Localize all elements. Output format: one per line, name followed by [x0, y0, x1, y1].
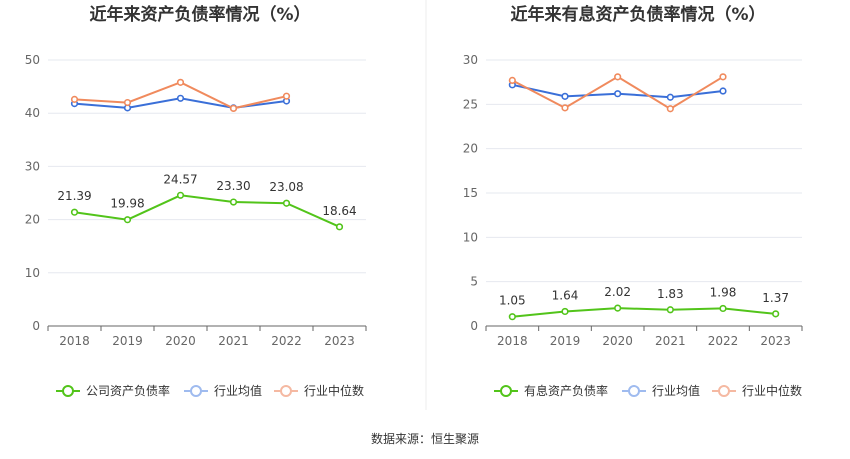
data-point	[561, 104, 569, 112]
data-label: 24.57	[163, 172, 197, 186]
data-point	[508, 76, 516, 84]
legend-label: 行业均值	[214, 383, 262, 398]
legend-swatch-marker	[62, 385, 74, 397]
data-point	[614, 73, 622, 81]
x-tick-label: 2020	[165, 334, 196, 348]
legend-label: 有息资产负债率	[524, 383, 608, 398]
data-point	[123, 216, 132, 224]
data-point	[335, 223, 344, 231]
legend-item[interactable]: 公司资产负债率	[56, 383, 170, 398]
x-tick-label: 2019	[112, 334, 143, 348]
chart-title: 近年来有息资产负债率情况（%）	[510, 4, 765, 25]
x-tick-label: 2023	[324, 334, 355, 348]
data-point	[282, 199, 291, 207]
data-point	[70, 208, 79, 216]
legend-swatch-marker	[190, 385, 202, 397]
legend-label: 公司资产负债率	[86, 383, 170, 398]
data-point	[614, 304, 622, 312]
y-tick-label: 30	[463, 53, 478, 67]
data-point	[666, 306, 674, 314]
legend-swatch-marker	[628, 385, 640, 397]
y-tick-label: 30	[25, 159, 40, 173]
data-point	[719, 73, 727, 81]
y-tick-label: 40	[25, 106, 40, 120]
series-line-0	[512, 307, 776, 318]
y-tick-label: 5	[470, 275, 478, 289]
data-point	[282, 92, 291, 100]
legend-item[interactable]: 行业均值	[622, 383, 700, 398]
x-tick-label: 2019	[550, 334, 581, 348]
data-label: 1.98	[710, 285, 737, 299]
chart-title: 近年来资产负债率情况（%）	[89, 4, 310, 25]
y-tick-label: 20	[463, 142, 478, 156]
data-label: 18.64	[322, 204, 356, 218]
y-tick-label: 25	[463, 97, 478, 111]
series-line-0	[74, 194, 340, 228]
legend-swatch-marker	[280, 385, 292, 397]
x-tick-label: 2022	[708, 334, 739, 348]
data-label: 23.08	[269, 180, 303, 194]
data-label: 1.05	[499, 294, 526, 308]
data-label: 1.37	[762, 291, 789, 305]
legend-label: 行业中位数	[742, 383, 802, 398]
data-point	[666, 93, 674, 101]
y-tick-label: 15	[463, 186, 478, 200]
chart-interest-bearing-debt-ratio: 近年来有息资产负债率情况（%） 0 5 10 15 20 25 30 2018 2019 2020 2…	[463, 4, 803, 398]
data-label: 2.02	[604, 285, 631, 299]
legend-label: 行业均值	[652, 383, 700, 398]
data-point	[508, 313, 516, 321]
data-point	[561, 92, 569, 100]
data-point	[70, 95, 79, 103]
data-point	[614, 90, 622, 98]
data-point	[561, 307, 569, 316]
data-point	[176, 78, 185, 86]
legend-swatch-marker	[718, 385, 730, 397]
x-tick-label: 2020	[602, 334, 633, 348]
data-point	[772, 310, 780, 318]
x-tick-label: 2022	[271, 334, 302, 348]
data-point	[229, 104, 238, 113]
data-point	[176, 191, 185, 199]
data-label: 21.39	[57, 189, 91, 203]
x-tick-label: 2023	[760, 334, 791, 348]
data-label: 19.98	[110, 197, 144, 211]
legend-item[interactable]: 行业中位数	[712, 383, 802, 398]
legend-swatch-marker	[500, 385, 512, 397]
data-label: 1.83	[657, 287, 684, 301]
legend-label: 行业中位数	[304, 383, 364, 398]
y-tick-label: 10	[463, 230, 478, 244]
legend-item[interactable]: 行业均值	[184, 383, 262, 398]
data-point	[176, 94, 185, 102]
y-tick-label: 20	[25, 213, 40, 227]
legend-item[interactable]: 有息资产负债率	[494, 383, 608, 398]
x-tick-label: 2021	[655, 334, 686, 348]
data-point	[666, 105, 674, 113]
x-tick-label: 2018	[497, 334, 528, 348]
source-note: 数据来源：恒生聚源	[371, 431, 479, 446]
data-point	[719, 87, 727, 95]
legend-item[interactable]: 行业中位数	[274, 383, 364, 398]
y-tick-label: 0	[470, 319, 478, 333]
data-point	[123, 98, 132, 107]
data-label: 1.64	[552, 288, 579, 302]
chart-total-debt-ratio: 近年来资产负债率情况（%） 0 10 20 30 40 50 2018 2019 2020 2021…	[25, 4, 367, 398]
y-tick-label: 0	[32, 319, 40, 333]
x-tick-label: 2018	[59, 334, 90, 348]
data-label: 23.30	[216, 179, 250, 193]
data-point	[719, 304, 727, 313]
y-tick-label: 50	[25, 53, 40, 67]
y-tick-label: 10	[25, 266, 40, 280]
x-tick-label: 2021	[218, 334, 249, 348]
data-point	[229, 198, 238, 206]
